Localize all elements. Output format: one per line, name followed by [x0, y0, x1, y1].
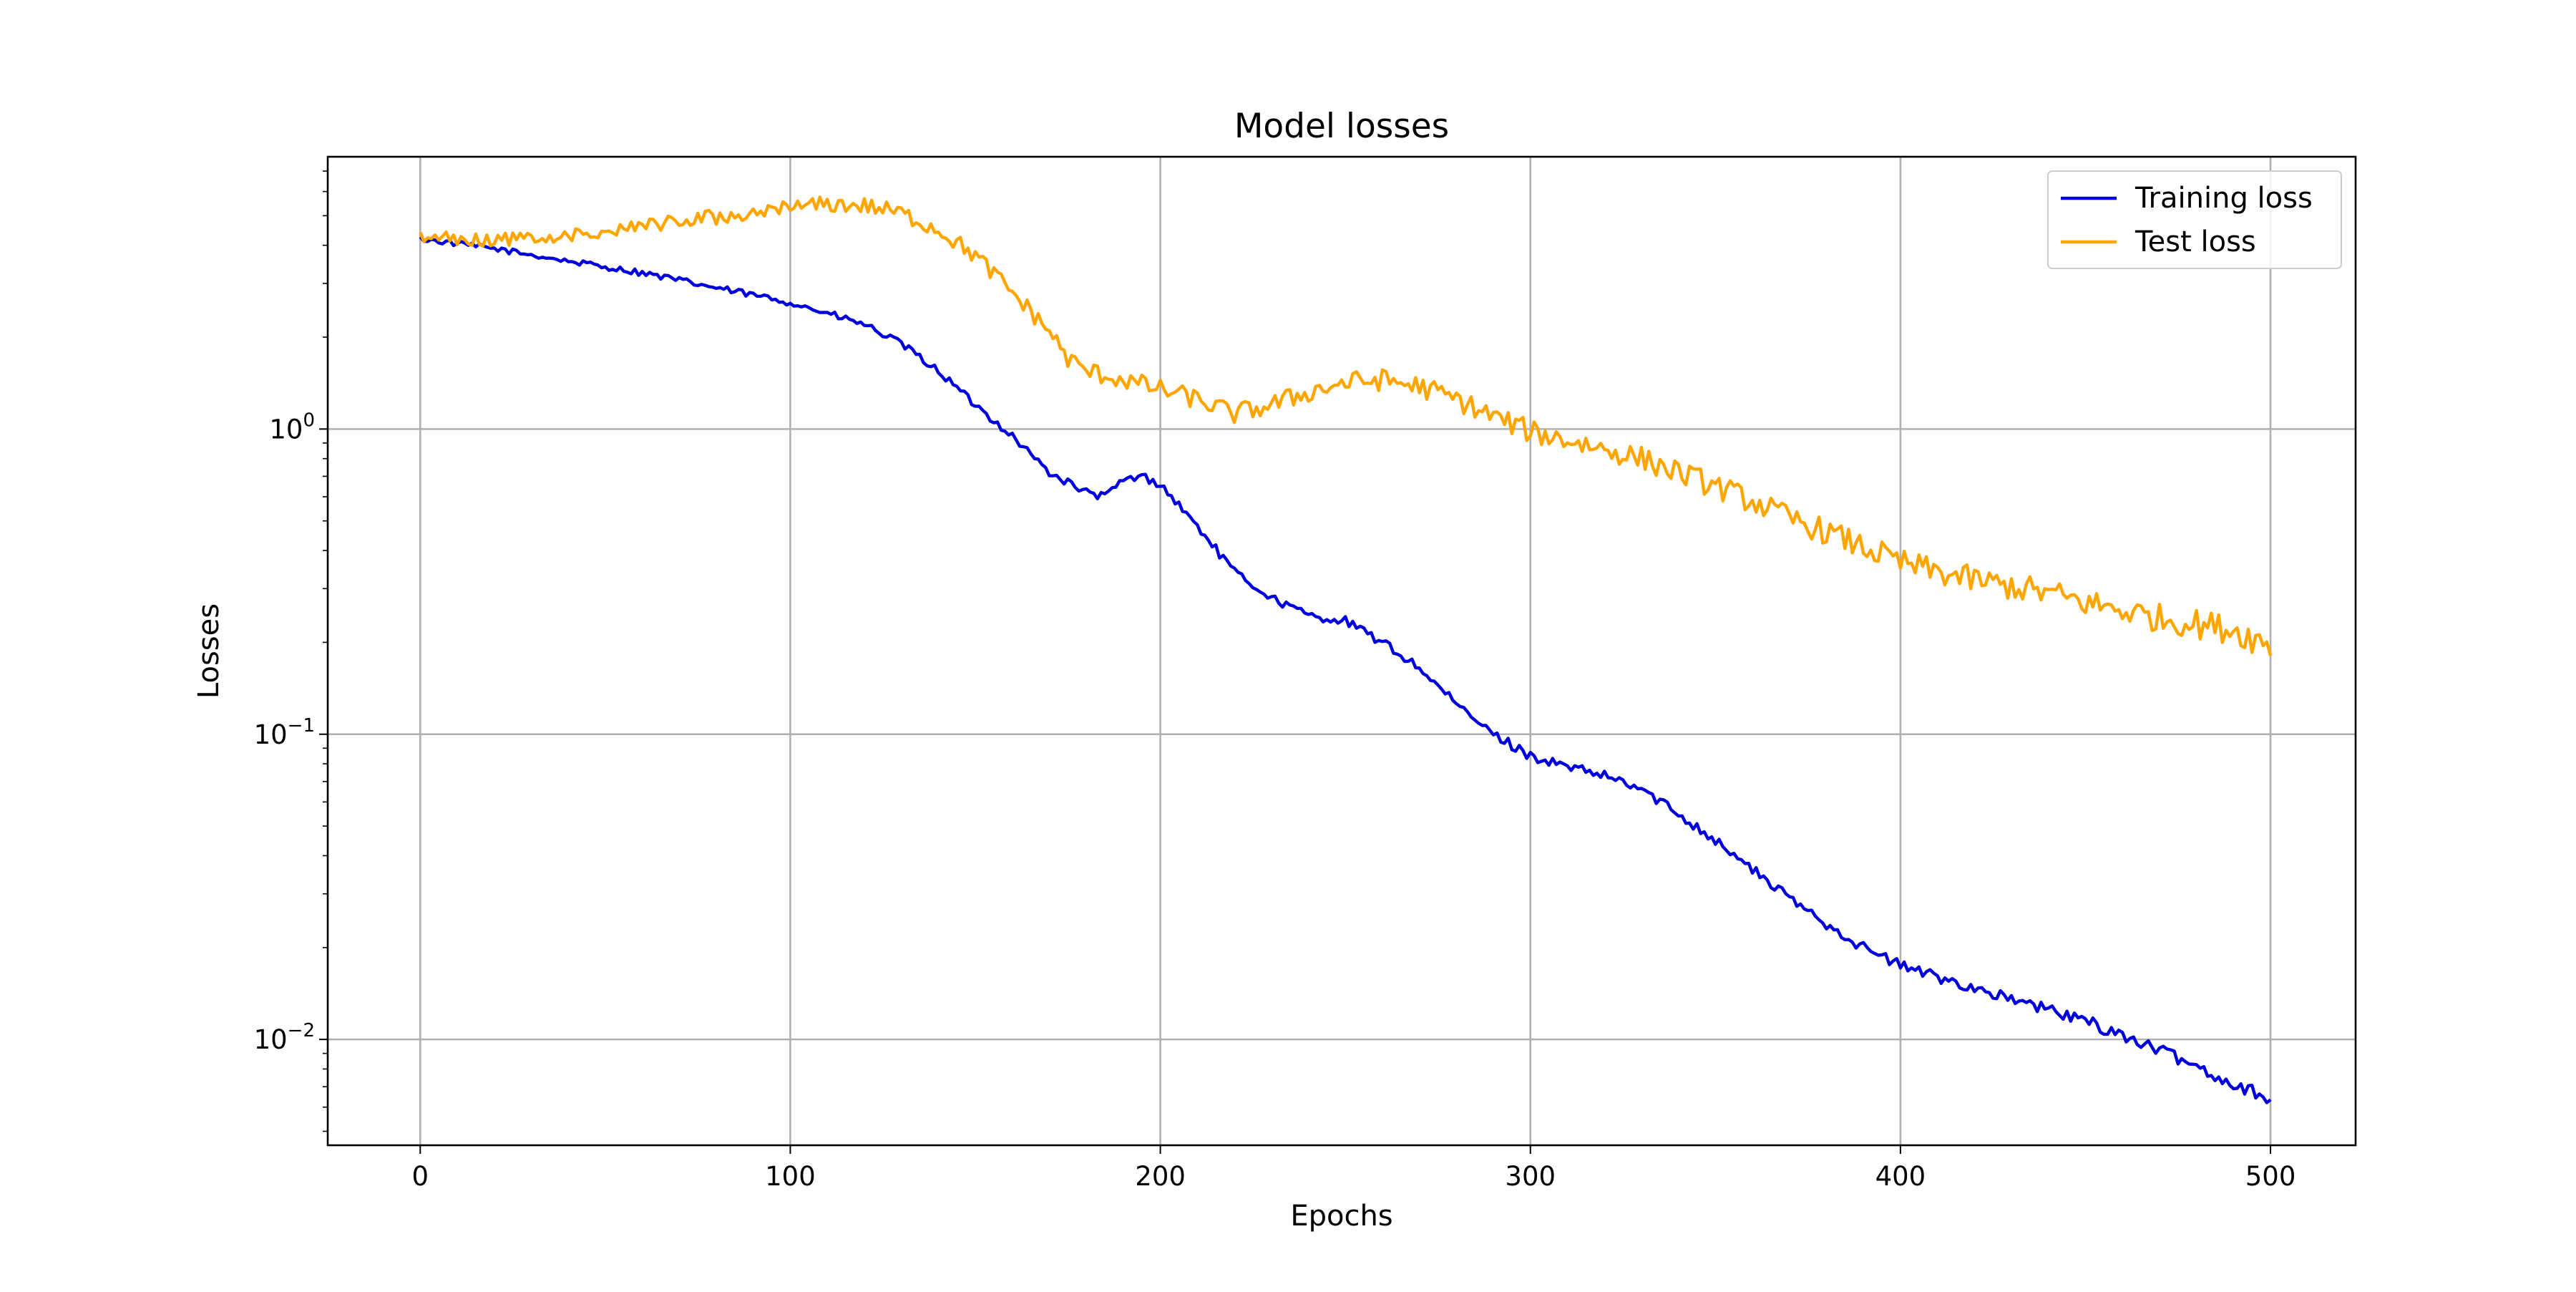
x-tick-label: 100 [765, 1161, 816, 1192]
legend-label-test-loss: Test loss [2135, 225, 2256, 258]
legend-label-training-loss: Training loss [2135, 182, 2313, 215]
x-tick-label: 0 [412, 1161, 429, 1192]
x-tick-label: 400 [1875, 1161, 1926, 1192]
chart-title: Model losses [1234, 107, 1449, 146]
y-axis-label: Losses [192, 603, 225, 699]
x-axis-label: Epochs [1290, 1200, 1392, 1233]
x-tick-label: 200 [1135, 1161, 1186, 1192]
x-tick-label: 300 [1505, 1161, 1556, 1192]
legend: Training loss Test loss [2048, 171, 2341, 268]
x-tick-label: 500 [2245, 1161, 2296, 1192]
